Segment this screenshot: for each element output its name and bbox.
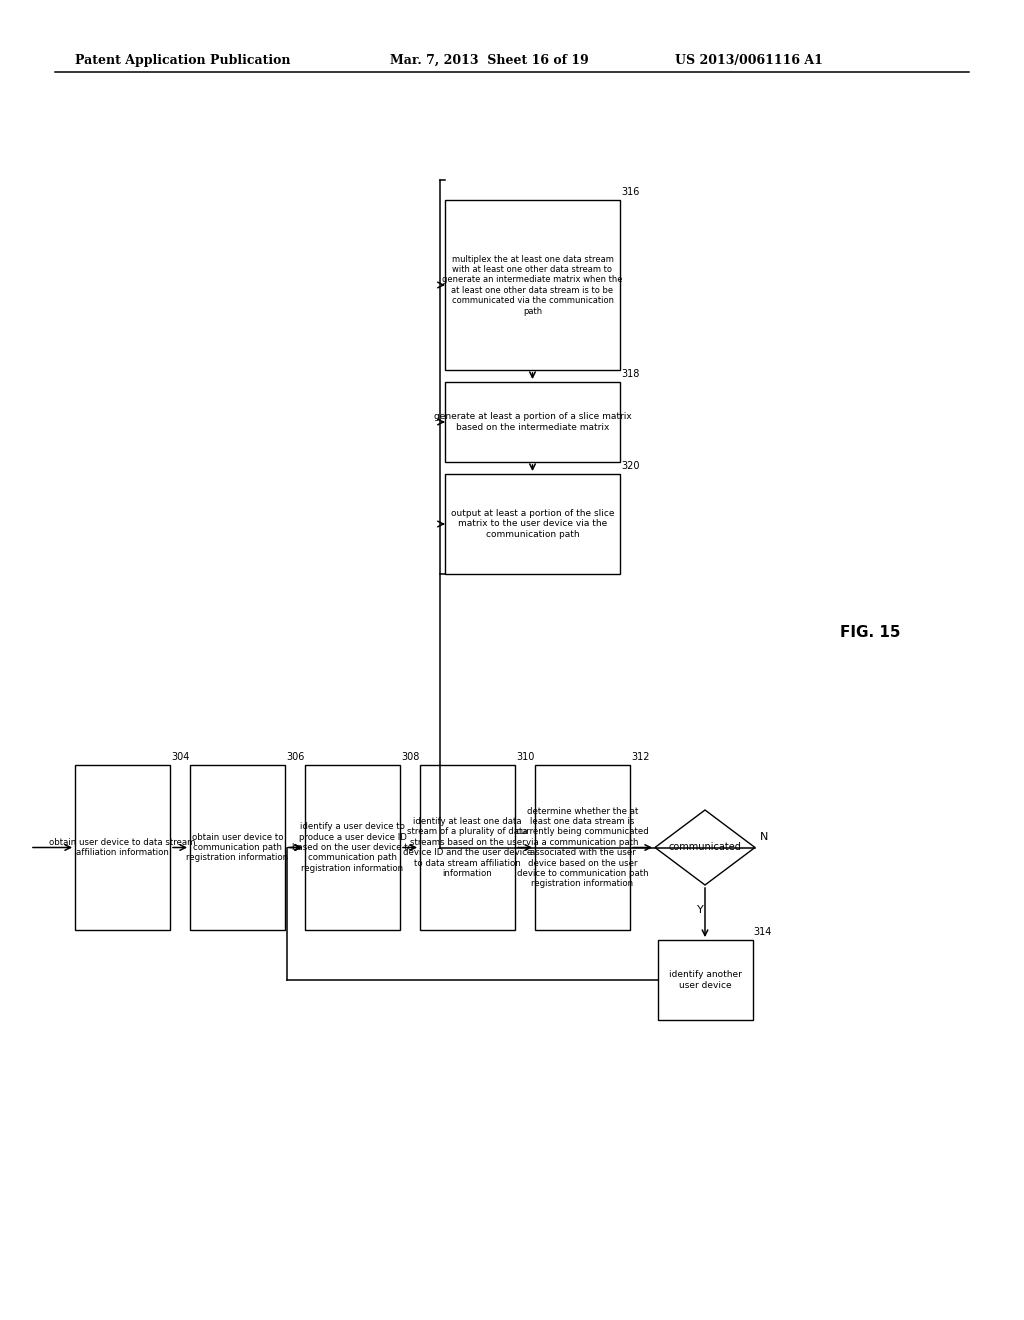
Text: identify another
user device: identify another user device xyxy=(669,970,741,990)
Text: Patent Application Publication: Patent Application Publication xyxy=(75,54,291,67)
Text: identify at least one data
stream of a plurality of data
streams based on the us: identify at least one data stream of a p… xyxy=(402,817,532,878)
Polygon shape xyxy=(655,810,755,884)
Text: output at least a portion of the slice
matrix to the user device via the
communi: output at least a portion of the slice m… xyxy=(451,510,614,539)
Text: 306: 306 xyxy=(286,752,304,762)
Bar xyxy=(535,766,630,931)
Text: 312: 312 xyxy=(631,752,649,762)
Text: communicated: communicated xyxy=(669,842,741,853)
Text: identify a user device to
produce a user device ID
based on the user device to
c: identify a user device to produce a user… xyxy=(292,822,413,873)
Text: obtain user device to data stream
affiliation information: obtain user device to data stream affili… xyxy=(49,838,196,857)
Text: obtain user device to
communication path
registration information: obtain user device to communication path… xyxy=(186,833,289,862)
Text: 304: 304 xyxy=(171,752,189,762)
Text: FIG. 15: FIG. 15 xyxy=(840,624,900,640)
Bar xyxy=(305,766,400,931)
Bar xyxy=(445,201,620,370)
Bar xyxy=(445,381,620,462)
Bar xyxy=(75,766,170,931)
Text: generate at least a portion of a slice matrix
based on the intermediate matrix: generate at least a portion of a slice m… xyxy=(433,412,632,432)
Bar xyxy=(190,766,285,931)
Text: multiplex the at least one data stream
with at least one other data stream to
ge: multiplex the at least one data stream w… xyxy=(442,255,623,315)
Text: 310: 310 xyxy=(516,752,535,762)
Text: 308: 308 xyxy=(401,752,420,762)
Bar xyxy=(445,474,620,574)
Text: Y: Y xyxy=(696,906,703,915)
Text: Mar. 7, 2013  Sheet 16 of 19: Mar. 7, 2013 Sheet 16 of 19 xyxy=(390,54,589,67)
Text: 318: 318 xyxy=(621,370,639,379)
Text: 320: 320 xyxy=(621,461,640,471)
Text: N: N xyxy=(760,833,768,842)
Text: 314: 314 xyxy=(754,927,772,937)
Text: 316: 316 xyxy=(621,187,639,197)
Bar xyxy=(420,766,515,931)
Text: determine whether the at
least one data stream is
currently being communicated
v: determine whether the at least one data … xyxy=(516,807,649,888)
Bar xyxy=(657,940,753,1020)
Text: US 2013/0061116 A1: US 2013/0061116 A1 xyxy=(675,54,823,67)
